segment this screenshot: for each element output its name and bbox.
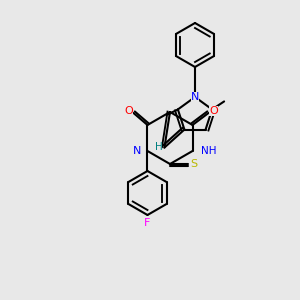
Text: N: N — [191, 92, 199, 102]
Text: N: N — [133, 146, 142, 156]
Text: O: O — [209, 106, 218, 116]
Text: NH: NH — [200, 146, 216, 156]
Text: S: S — [190, 159, 198, 169]
Text: H: H — [154, 142, 162, 152]
Text: O: O — [124, 106, 133, 116]
Text: F: F — [144, 218, 151, 228]
